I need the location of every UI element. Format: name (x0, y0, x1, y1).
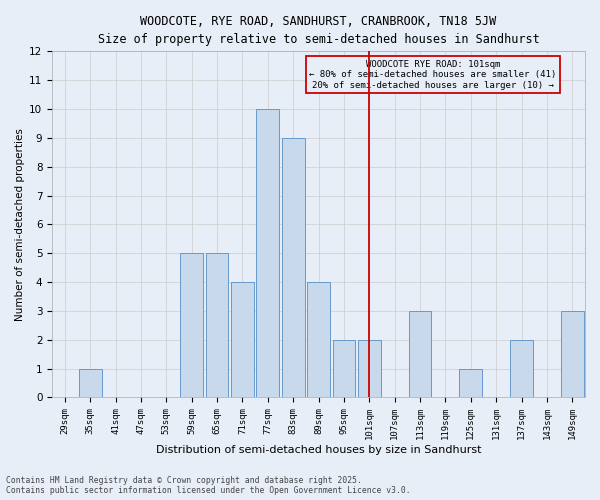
Bar (206, 253, 229, 398)
Bar (358, 340, 381, 398)
Y-axis label: Number of semi-detached properties: Number of semi-detached properties (15, 128, 25, 321)
Text: WOODCOTE RYE ROAD: 101sqm
← 80% of semi-detached houses are smaller (41)
20% of : WOODCOTE RYE ROAD: 101sqm ← 80% of semi-… (309, 60, 556, 90)
Bar (561, 311, 584, 398)
Bar (409, 311, 431, 398)
Bar (180, 253, 203, 398)
Text: Contains HM Land Registry data © Crown copyright and database right 2025.
Contai: Contains HM Land Registry data © Crown c… (6, 476, 410, 495)
Bar (282, 138, 305, 398)
Title: WOODCOTE, RYE ROAD, SANDHURST, CRANBROOK, TN18 5JW
Size of property relative to : WOODCOTE, RYE ROAD, SANDHURST, CRANBROOK… (98, 15, 539, 46)
Bar (231, 282, 254, 398)
Bar (332, 340, 355, 398)
Bar (256, 109, 279, 398)
X-axis label: Distribution of semi-detached houses by size in Sandhurst: Distribution of semi-detached houses by … (156, 445, 481, 455)
Bar (460, 368, 482, 398)
Bar (510, 340, 533, 398)
Bar (307, 282, 330, 398)
Bar (79, 368, 101, 398)
